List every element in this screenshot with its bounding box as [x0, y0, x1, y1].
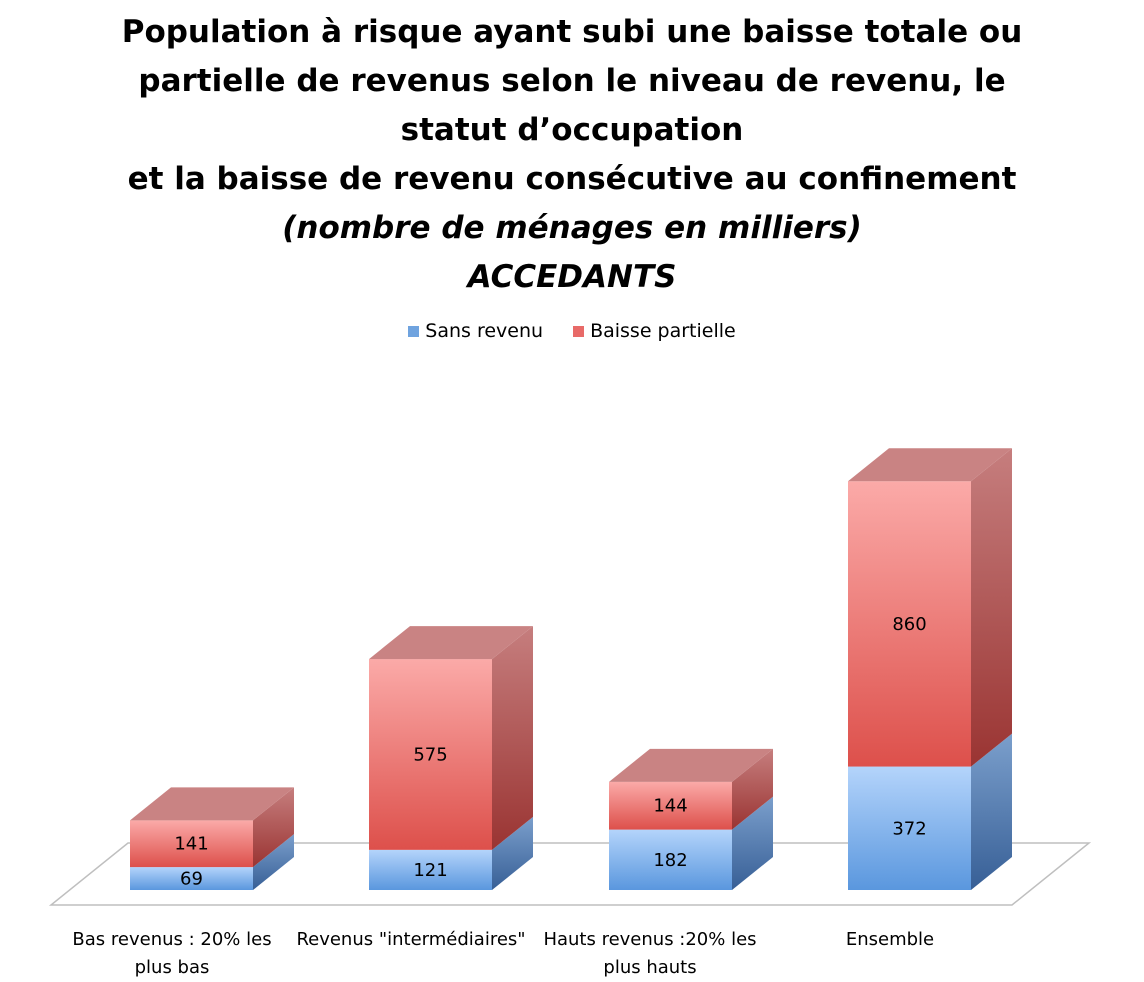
title-line-3: statut d’occupation	[400, 112, 744, 148]
bar-side-baisse-partielle-1	[253, 787, 294, 868]
chart-title: Population à risque ayant subi une baiss…	[72, 8, 1072, 302]
bar-sans-revenu-4	[848, 766, 971, 890]
bar-side-sans-revenu-3	[732, 796, 773, 890]
bar-side-baisse-partielle-4	[971, 448, 1012, 767]
bar-sans-revenu-1	[130, 867, 253, 890]
bar-baisse-partielle-1	[130, 820, 253, 868]
bar-top-3	[609, 748, 773, 782]
bar-side-baisse-partielle-2	[492, 626, 533, 850]
bar-baisse-partielle-3	[609, 781, 732, 830]
bar-top-4	[848, 448, 1012, 482]
category-label-4: Ensemble	[845, 929, 935, 950]
category-label-2: Revenus "intermédiaires"	[296, 929, 526, 950]
data-label-sans-revenu-2: 121	[413, 860, 447, 881]
category-label-3: Hauts revenus :20% les plus hauts	[543, 929, 757, 978]
data-label-baisse-partielle-1: 141	[174, 834, 208, 855]
bar-top-1	[130, 787, 294, 821]
legend-label-baisse-partielle: Baisse partielle	[590, 320, 736, 342]
bar-side-sans-revenu-2	[492, 816, 533, 890]
bar-side-sans-revenu-1	[253, 834, 294, 890]
data-label-baisse-partielle-3: 144	[653, 796, 687, 817]
title-line-4: et la baisse de revenu consécutive au co…	[127, 161, 1017, 197]
bar-top-2	[369, 626, 533, 660]
data-label-sans-revenu-3: 182	[653, 850, 687, 871]
title-line-2: partielle de revenus selon le niveau de …	[138, 63, 1006, 99]
data-label-baisse-partielle-4: 860	[892, 614, 926, 635]
bar-sans-revenu-2	[369, 849, 492, 890]
bar-baisse-partielle-2	[369, 659, 492, 850]
legend-label-sans-revenu: Sans revenu	[425, 320, 544, 342]
legend-swatch-sans-revenu	[408, 325, 420, 337]
subtitle-line-1: (nombre de ménages en milliers)	[282, 210, 862, 246]
category-label-1: Bas revenus : 20% les plus bas	[72, 929, 272, 978]
data-label-baisse-partielle-2: 575	[413, 744, 447, 765]
legend-swatch-baisse-partielle	[573, 325, 585, 337]
legend-item-baisse-partielle: Baisse partielle	[573, 320, 736, 342]
data-label-sans-revenu-4: 372	[892, 818, 926, 839]
bar-side-baisse-partielle-3	[732, 748, 773, 830]
bars-group: 69 141 121 575 182 144 372 860	[130, 448, 1012, 890]
subtitle-line-2: ACCEDANTS	[467, 259, 677, 295]
data-label-sans-revenu-1: 69	[180, 869, 203, 890]
legend-item-sans-revenu: Sans revenu	[408, 320, 543, 342]
title-line-1: Population à risque ayant subi une baiss…	[121, 14, 1023, 50]
bar-sans-revenu-3	[609, 829, 732, 890]
bar-side-sans-revenu-4	[971, 733, 1012, 890]
bar-baisse-partielle-4	[848, 481, 971, 767]
chart-floor	[48, 842, 1092, 906]
legend: Sans revenu Baisse partielle	[0, 320, 1144, 342]
